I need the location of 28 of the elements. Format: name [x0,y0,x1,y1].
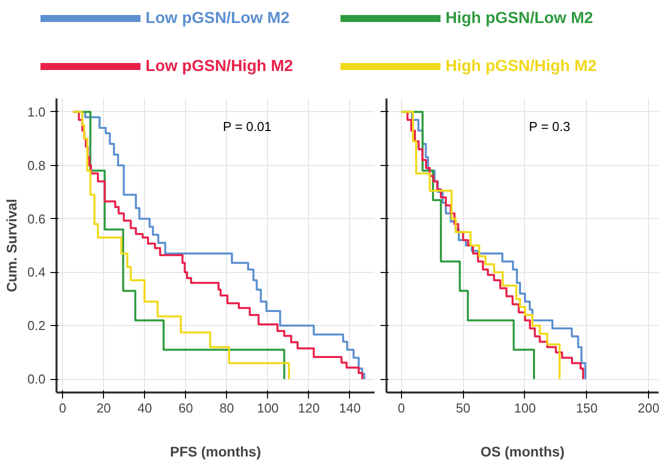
y-tick-label: 0.8 [27,158,46,173]
x-axis-title: OS (months) [480,444,565,460]
y-tick-label: 0.6 [27,211,46,226]
text: Low pGSN/Low M2 [146,10,290,27]
x-tick-label: 0 [59,400,66,416]
x-tick-label: 200 [638,400,660,416]
x-tick-label: 150 [576,400,598,416]
x-tick-label: 60 [178,400,193,416]
x-tick-label: 20 [96,400,111,416]
text: Low pGSN/High M2 [146,58,294,75]
text: High pGSN/High M2 [446,58,597,75]
x-tick-label: 0 [398,400,405,416]
x-tick-label: 100 [514,400,536,416]
y-tick-label: 0.4 [27,264,46,280]
x-tick-label: 50 [456,400,470,416]
x-tick-label: 80 [220,400,234,416]
x-axis-title: PFS (months) [170,444,262,460]
y-tick-label: 0.2 [27,318,46,334]
y-tick-label: 0.0 [27,372,46,387]
y-axis-title: Cum. Survival [3,198,20,292]
annotation: P = 0.3 [528,118,570,134]
text: High pGSN/Low M2 [446,10,594,27]
y-tick-label: 1.0 [27,104,46,120]
x-tick-label: 100 [256,400,279,416]
annotation: P = 0.01 [222,118,272,134]
x-tick-label: 140 [339,400,361,416]
x-tick-label: 120 [298,400,320,416]
x-tick-label: 40 [137,400,152,416]
